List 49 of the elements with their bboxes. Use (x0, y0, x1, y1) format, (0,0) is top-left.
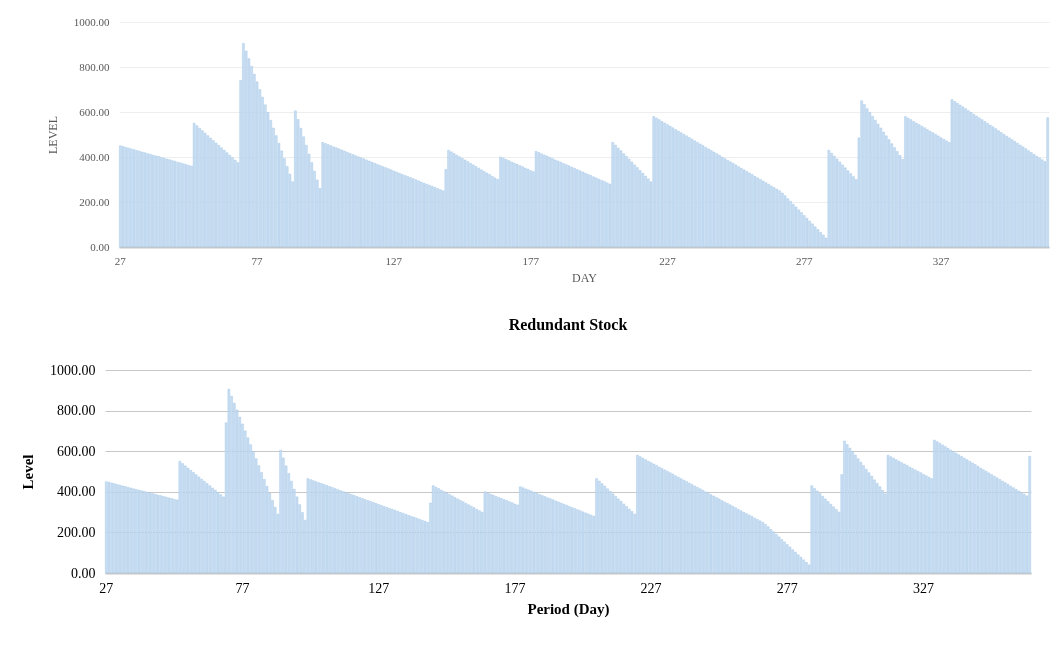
y-tick-label: 600.00 (79, 105, 110, 118)
x-tick-label: 127 (385, 254, 403, 267)
bar (799, 556, 803, 574)
x-tick-label: 177 (522, 254, 540, 267)
y-tick-label: 400.00 (57, 484, 96, 500)
x-tick-label: 277 (795, 254, 813, 267)
bar (827, 150, 831, 248)
bar (1028, 456, 1031, 574)
bar (611, 142, 614, 248)
x-tick-label: 277 (776, 580, 798, 596)
x-tick-label: 77 (251, 254, 264, 267)
y-tick-label: 200.00 (57, 524, 96, 540)
x-tick-label: 27 (114, 254, 127, 267)
x-tick-label: 327 (912, 580, 934, 596)
bar (810, 485, 814, 574)
bar (1046, 117, 1049, 248)
bar (805, 562, 808, 574)
y-axis-title: Level (20, 454, 36, 490)
bar (822, 234, 825, 248)
x-tick-label: 227 (659, 254, 677, 267)
bar (652, 116, 655, 248)
bar (279, 449, 282, 574)
bar (178, 461, 182, 574)
y-tick-label: 1000.00 (50, 362, 96, 378)
y-tick-label: 400.00 (79, 150, 110, 163)
chart-title: Redundant Stock (508, 316, 628, 333)
bar (802, 559, 805, 574)
x-tick-label: 127 (368, 580, 390, 596)
bar (192, 123, 196, 248)
y-tick-label: 0.00 (71, 565, 96, 581)
y-axis-title: LEVEL (45, 116, 60, 154)
y-tick-label: 1000.00 (73, 15, 110, 28)
bar (819, 232, 822, 248)
x-tick-label: 327 (932, 254, 950, 267)
x-tick-label: 77 (235, 580, 250, 596)
x-axis-title: DAY (572, 270, 598, 285)
y-tick-label: 800.00 (79, 60, 110, 73)
y-tick-label: 800.00 (57, 403, 96, 419)
y-tick-label: 600.00 (57, 443, 96, 459)
x-tick-label: 227 (640, 580, 662, 596)
bar (321, 142, 324, 248)
x-tick-label: 177 (504, 580, 526, 596)
x-tick-label: 27 (99, 580, 114, 596)
y-tick-label: 200.00 (79, 195, 110, 208)
bar (886, 455, 890, 574)
x-axis-title: Period (Day) (527, 600, 610, 618)
bar (306, 478, 310, 574)
y-tick-label: 0.00 (90, 240, 110, 253)
bar (950, 99, 954, 248)
